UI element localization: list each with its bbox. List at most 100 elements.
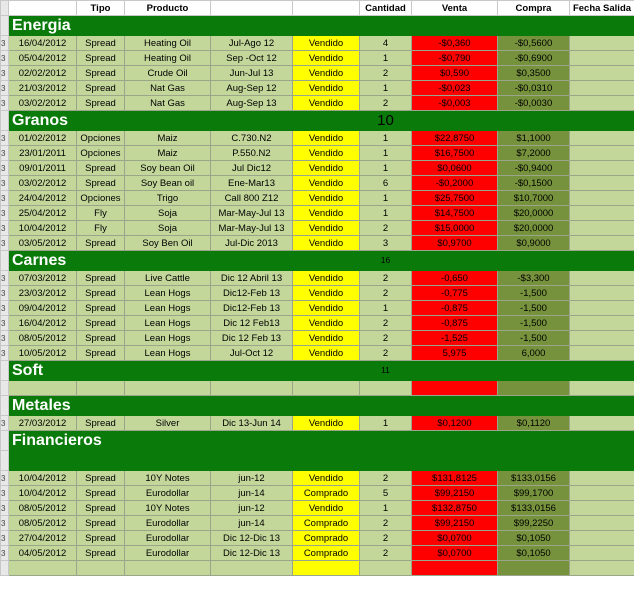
cell-fecha[interactable]: 09/01/2011 (8, 160, 77, 176)
cell-estado[interactable]: Vendido (292, 500, 360, 516)
cell-fecha-salida[interactable] (569, 560, 634, 576)
cell-fecha[interactable]: 24/04/2012 (8, 190, 77, 206)
cell-producto[interactable]: Heating Oil (124, 35, 211, 51)
cell-fecha-salida[interactable] (569, 345, 634, 361)
cell-cantidad[interactable]: 1 (359, 160, 412, 176)
cell-producto[interactable]: Lean Hogs (124, 330, 211, 346)
cell-producto[interactable]: Soja (124, 220, 211, 236)
cell-cantidad[interactable]: 4 (359, 35, 412, 51)
section-title-financieros[interactable]: Financieros (8, 430, 211, 451)
row-number[interactable] (0, 430, 9, 451)
cell-compra[interactable]: $10,7000 (497, 190, 570, 206)
cell-cantidad[interactable]: 3 (359, 235, 412, 251)
cell-tipo[interactable]: Spread (76, 545, 125, 561)
cell-estado[interactable]: Vendido (292, 50, 360, 66)
cell-fecha-salida[interactable] (569, 470, 634, 486)
row-number[interactable]: 3 (0, 205, 9, 221)
cell-venta[interactable]: $0,0700 (411, 545, 498, 561)
cell-cantidad[interactable]: 1 (359, 145, 412, 161)
cell-tipo[interactable]: Spread (76, 175, 125, 191)
cell-fecha-salida[interactable] (569, 285, 634, 301)
row-number[interactable]: 3 (0, 160, 9, 176)
cell-estado[interactable]: Comprado (292, 530, 360, 546)
cell-cantidad[interactable]: 2 (359, 220, 412, 236)
cell-cantidad[interactable]: 2 (359, 270, 412, 286)
cell-producto[interactable]: Lean Hogs (124, 285, 211, 301)
cell-cantidad[interactable]: 2 (359, 470, 412, 486)
row-number[interactable]: 3 (0, 220, 9, 236)
cell-contrato[interactable]: P.550.N2 (210, 145, 293, 161)
section-cell[interactable] (497, 360, 570, 381)
cell-fecha[interactable]: 08/05/2012 (8, 500, 77, 516)
cell-fecha-salida[interactable] (569, 95, 634, 111)
cell-producto[interactable]: Heating Oil (124, 50, 211, 66)
row-number[interactable]: 3 (0, 415, 9, 431)
cell-producto[interactable]: Lean Hogs (124, 300, 211, 316)
cell-fecha-salida[interactable] (569, 235, 634, 251)
cell-cantidad[interactable]: 1 (359, 205, 412, 221)
cell-producto[interactable]: Eurodollar (124, 515, 211, 531)
cell-fecha[interactable]: 03/05/2012 (8, 235, 77, 251)
cell-estado[interactable]: Vendido (292, 415, 360, 431)
cell-producto[interactable]: Nat Gas (124, 95, 211, 111)
cell-fecha-salida[interactable] (569, 545, 634, 561)
cell-estado[interactable]: Comprado (292, 485, 360, 501)
cell-estado[interactable]: Vendido (292, 190, 360, 206)
cell-estado[interactable]: Vendido (292, 95, 360, 111)
row-number[interactable]: 3 (0, 470, 9, 486)
cell-cantidad[interactable]: 1 (359, 415, 412, 431)
row-number[interactable]: 3 (0, 80, 9, 96)
cell-contrato[interactable]: Mar-May-Jul 13 (210, 205, 293, 221)
header-cell-tipo[interactable]: Tipo (76, 0, 125, 16)
cell-venta[interactable]: $16,7500 (411, 145, 498, 161)
row-number[interactable]: 3 (0, 235, 9, 251)
cell-fecha[interactable]: 04/05/2012 (8, 545, 77, 561)
section-title-carnes[interactable]: Carnes (8, 250, 211, 271)
cell-compra[interactable]: 6,000 (497, 345, 570, 361)
cell-cantidad[interactable]: 2 (359, 285, 412, 301)
cell-fecha-salida[interactable] (569, 205, 634, 221)
cell-venta[interactable]: -$0,360 (411, 35, 498, 51)
cell-cantidad[interactable]: 5 (359, 485, 412, 501)
cell-contrato[interactable]: jun-12 (210, 500, 293, 516)
cell-tipo[interactable]: Spread (76, 330, 125, 346)
cell-compra[interactable]: -$0,9400 (497, 160, 570, 176)
cell-estado[interactable] (292, 560, 360, 576)
cell-compra[interactable]: -$0,1500 (497, 175, 570, 191)
cell-tipo[interactable]: Opciones (76, 130, 125, 146)
cell-fecha-salida[interactable] (569, 515, 634, 531)
section-cell[interactable] (411, 250, 498, 271)
cell-tipo[interactable]: Fly (76, 220, 125, 236)
header-cell-fecha-salida[interactable]: Fecha Salida (569, 0, 634, 16)
cell-estado[interactable]: Comprado (292, 545, 360, 561)
row-number[interactable]: 3 (0, 35, 9, 51)
cell-producto[interactable]: Soja (124, 205, 211, 221)
cell-venta[interactable]: -0,650 (411, 270, 498, 286)
section-count-granos[interactable]: 10 (359, 110, 412, 131)
cell-estado[interactable]: Vendido (292, 130, 360, 146)
cell-compra[interactable]: $0,1050 (497, 545, 570, 561)
cell-tipo[interactable]: Spread (76, 515, 125, 531)
header-cell-venta[interactable]: Venta (411, 0, 498, 16)
section-count-financieros[interactable] (359, 430, 412, 451)
cell-compra[interactable]: $0,9000 (497, 235, 570, 251)
cell-cantidad[interactable]: 1 (359, 300, 412, 316)
cell-estado[interactable]: Vendido (292, 160, 360, 176)
cell-fecha-salida[interactable] (569, 300, 634, 316)
cell-contrato[interactable]: Aug-Sep 13 (210, 95, 293, 111)
cell-cantidad[interactable]: 2 (359, 530, 412, 546)
cell-cantidad[interactable]: 2 (359, 95, 412, 111)
header-cell-estado[interactable] (292, 0, 360, 16)
cell-estado[interactable]: Vendido (292, 35, 360, 51)
cell-fecha[interactable]: 23/03/2012 (8, 285, 77, 301)
row-number[interactable]: 3 (0, 300, 9, 316)
cell-estado[interactable]: Vendido (292, 285, 360, 301)
cell-estado[interactable]: Comprado (292, 515, 360, 531)
cell-contrato[interactable]: Jul-Oct 12 (210, 345, 293, 361)
cell-tipo[interactable] (76, 560, 125, 576)
row-number[interactable]: 3 (0, 500, 9, 516)
cell-compra[interactable] (497, 380, 570, 396)
cell-contrato[interactable] (210, 560, 293, 576)
cell-contrato[interactable]: Dic 12 Feb13 (210, 315, 293, 331)
cell-fecha[interactable]: 16/04/2012 (8, 35, 77, 51)
